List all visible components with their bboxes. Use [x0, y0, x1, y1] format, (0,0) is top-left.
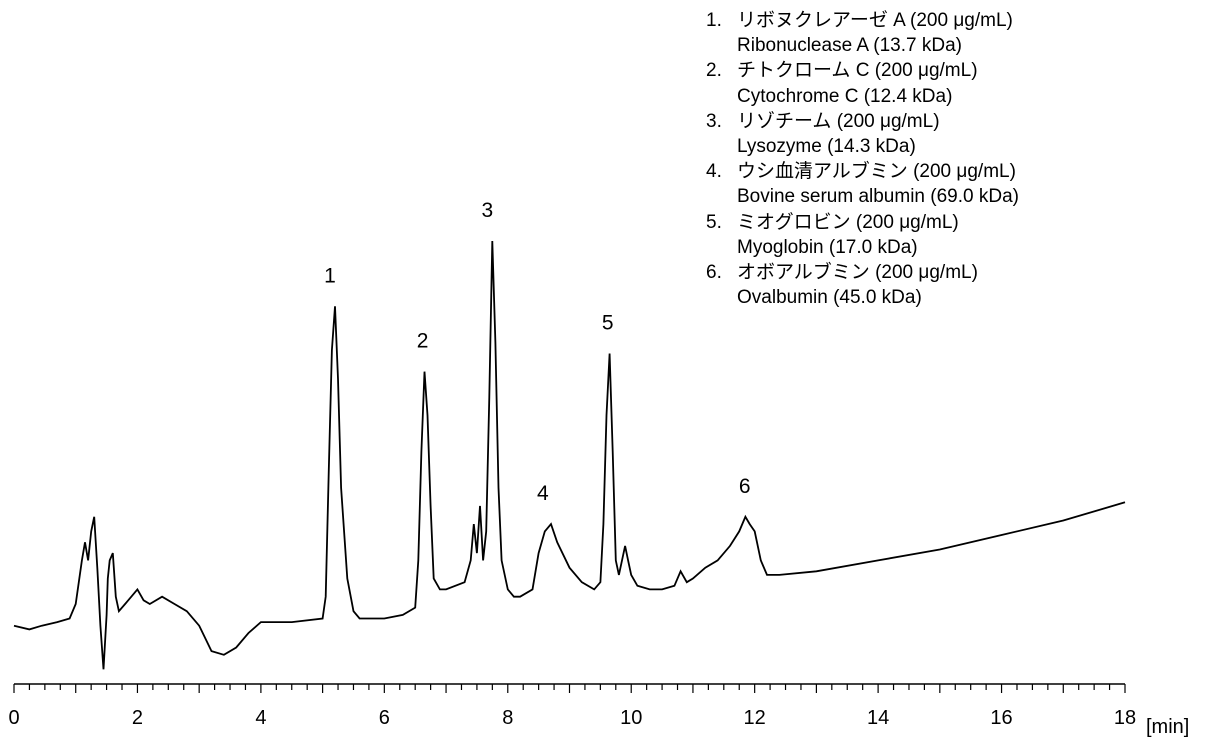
legend-name-en: Ribonuclease A (13.7 kDa): [737, 35, 962, 57]
legend-num: 4.: [706, 161, 722, 183]
x-tick-label: 14: [867, 707, 889, 729]
x-axis: [13, 683, 1126, 693]
chromatogram-trace: [13, 240, 1126, 670]
legend-num: 5.: [706, 211, 722, 233]
x-tick-label: 2: [132, 707, 143, 729]
legend-entry-4: 4. ウシ血清アルブミン (200 μg/mL) Bovine serum alb…: [706, 159, 1019, 209]
legend-num: 6.: [706, 262, 722, 284]
legend-name-en: Myoglobin (17.0 kDa): [737, 236, 918, 258]
legend: 1. リボヌクレアーゼ A (200 μg/mL) Ribonuclease A …: [706, 8, 1019, 310]
legend-name-en: Cytochrome C (12.4 kDa): [737, 85, 953, 107]
x-tick-labels: 0 2 4 6 8 10 12 14 16 18: [8, 707, 1136, 729]
legend-name-en: Ovalbumin (45.0 kDa): [737, 287, 922, 309]
legend-entry-6: 6. オボアルブミン (200 μg/mL) Ovalbumin (45.0 kD…: [706, 260, 1019, 310]
x-tick-label: 10: [620, 707, 642, 729]
peak-label-2: 2: [417, 330, 429, 353]
x-axis-unit-label: [min]: [1146, 716, 1190, 738]
x-tick-label: 12: [744, 707, 766, 729]
legend-entry-2: 2. チトクローム C (200 μg/mL) Cytochrome C (12.…: [706, 58, 1019, 108]
legend-name-ja: オボアルブミン (200 μg/mL): [737, 262, 978, 284]
legend-name-ja: チトクローム C (200 μg/mL): [737, 60, 978, 82]
peak-label-4: 4: [537, 482, 549, 505]
peak-label-5: 5: [602, 311, 614, 334]
x-tick-label: 16: [990, 707, 1012, 729]
legend-entry-1: 1. リボヌクレアーゼ A (200 μg/mL) Ribonuclease A …: [706, 8, 1019, 58]
legend-num: 1.: [706, 10, 722, 31]
x-tick-label: 6: [379, 707, 390, 729]
legend-name-en: Lysozyme (14.3 kDa): [737, 136, 916, 158]
peak-labels: 1 2 3 4 5 6: [324, 199, 750, 505]
x-tick-label: 4: [255, 707, 266, 729]
legend-name-ja: リボヌクレアーゼ A (200 μg/mL): [737, 10, 1013, 31]
legend-num: 2.: [706, 60, 722, 82]
legend-name-ja: ウシ血清アルブミン (200 μg/mL): [737, 161, 1016, 183]
x-tick-label: 8: [502, 707, 513, 729]
legend-entry-5: 5. ミオグロビン (200 μg/mL) Myoglobin (17.0 kDa…: [706, 210, 1019, 260]
legend-entry-3: 3. リゾチーム (200 μg/mL) Lysozyme (14.3 kDa): [706, 109, 1019, 159]
peak-label-1: 1: [324, 264, 336, 287]
peak-label-3: 3: [482, 199, 494, 222]
legend-name-en: Bovine serum albumin (69.0 kDa): [737, 186, 1019, 208]
peak-label-6: 6: [739, 475, 751, 498]
legend-name-ja: リゾチーム (200 μg/mL): [737, 110, 940, 132]
legend-num: 3.: [706, 110, 722, 132]
x-tick-label: 0: [8, 707, 19, 729]
x-tick-label: 18: [1114, 707, 1136, 729]
legend-name-ja: ミオグロビン (200 μg/mL): [737, 211, 959, 233]
